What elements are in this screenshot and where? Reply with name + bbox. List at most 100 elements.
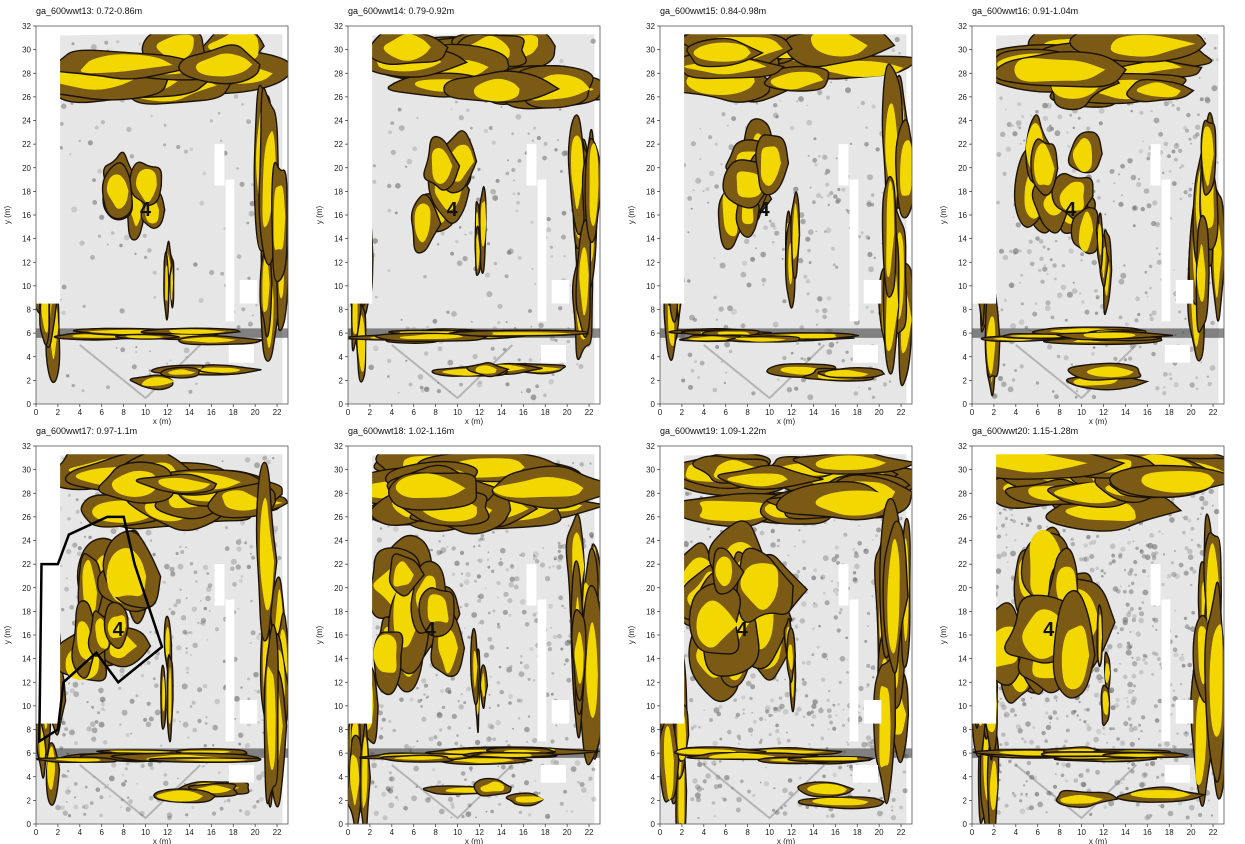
noise-speck	[250, 642, 252, 644]
noise-speck	[1186, 113, 1190, 117]
noise-speck	[835, 546, 839, 550]
noise-speck	[524, 727, 530, 733]
noise-speck	[141, 764, 145, 768]
noise-speck	[528, 309, 532, 313]
noise-speck	[892, 798, 896, 802]
noise-speck	[62, 733, 66, 737]
noise-speck	[801, 601, 806, 606]
noise-speck	[476, 198, 480, 202]
noise-speck	[1013, 216, 1015, 218]
y-tick-label: 26	[646, 513, 655, 522]
noise-speck	[1139, 611, 1144, 616]
noise-speck	[381, 792, 386, 797]
noise-speck	[1174, 158, 1178, 162]
y-tick-label: 22	[334, 140, 343, 149]
noise-speck	[421, 678, 426, 683]
noise-speck	[1057, 293, 1063, 299]
y-tick-label: 18	[334, 187, 343, 196]
noise-speck	[1184, 571, 1189, 576]
y-tick-label: 24	[646, 537, 655, 546]
noise-speck	[207, 572, 210, 575]
x-tick-label: 22	[585, 408, 594, 417]
noise-speck	[1112, 727, 1115, 730]
y-tick-label: 4	[339, 353, 344, 362]
noise-speck	[1000, 743, 1003, 746]
no-data-gap	[538, 180, 547, 322]
y-tick-label: 16	[22, 631, 31, 640]
y-tick-label: 24	[334, 117, 343, 126]
noise-speck	[817, 296, 822, 301]
noise-speck	[750, 257, 755, 262]
noise-speck	[220, 272, 224, 276]
noise-speck	[1045, 811, 1047, 813]
noise-speck	[457, 260, 463, 266]
noise-speck	[413, 766, 419, 772]
y-tick-label: 0	[963, 400, 968, 409]
noise-speck	[1138, 724, 1141, 727]
noise-speck	[1045, 697, 1050, 702]
noise-speck	[1120, 273, 1126, 279]
y-tick-label: 30	[958, 46, 967, 55]
noise-speck	[747, 790, 751, 794]
noise-speck	[765, 719, 767, 721]
y-tick-label: 26	[646, 93, 655, 102]
noise-speck	[1053, 710, 1058, 715]
noise-speck	[698, 726, 700, 728]
noise-speck	[854, 553, 859, 558]
noise-speck	[518, 159, 522, 163]
noise-speck	[119, 244, 123, 248]
noise-speck	[473, 545, 475, 547]
noise-speck	[833, 519, 835, 521]
noise-speck	[538, 323, 543, 328]
noise-speck	[1127, 701, 1129, 703]
noise-speck	[1046, 526, 1048, 528]
x-tick-label: 20	[251, 408, 260, 417]
y-tick-label: 2	[27, 796, 32, 805]
noise-speck	[372, 180, 376, 184]
y-tick-label: 0	[27, 820, 32, 829]
noise-speck	[580, 462, 584, 466]
noise-speck	[787, 387, 792, 392]
noise-speck	[1004, 742, 1009, 747]
noise-speck	[77, 552, 82, 557]
noise-speck	[535, 384, 539, 388]
heatmap-layer	[660, 23, 917, 404]
y-tick-label: 24	[646, 117, 655, 126]
noise-speck	[1163, 372, 1168, 377]
noise-speck	[195, 383, 198, 386]
noise-speck	[1144, 271, 1147, 274]
outside-survey	[660, 26, 912, 34]
noise-speck	[861, 101, 865, 105]
noise-speck	[459, 383, 463, 387]
noise-speck	[375, 785, 378, 788]
noise-speck	[590, 535, 593, 538]
noise-speck	[91, 706, 94, 709]
noise-speck	[239, 809, 242, 812]
noise-speck	[1074, 710, 1077, 713]
noise-speck	[55, 805, 60, 810]
noise-speck	[153, 271, 157, 275]
noise-speck	[375, 625, 379, 629]
noise-speck	[506, 568, 509, 571]
noise-speck	[119, 723, 121, 725]
noise-speck	[189, 148, 193, 152]
noise-speck	[773, 113, 779, 119]
y-tick-label: 0	[339, 820, 344, 829]
noise-speck	[1149, 533, 1154, 538]
noise-speck	[395, 796, 398, 799]
noise-speck	[387, 209, 391, 213]
noise-speck	[176, 552, 179, 555]
noise-speck	[833, 704, 836, 707]
x-tick-label: 14	[497, 408, 506, 417]
noise-speck	[687, 279, 691, 283]
noise-speck	[724, 775, 729, 780]
noise-speck	[96, 787, 101, 792]
noise-speck	[1152, 625, 1154, 627]
noise-speck	[845, 87, 851, 93]
noise-speck	[1068, 236, 1072, 240]
y-tick-label: 6	[339, 749, 344, 758]
noise-speck	[1214, 47, 1217, 50]
noise-speck	[1174, 382, 1179, 387]
noise-speck	[1136, 656, 1141, 661]
